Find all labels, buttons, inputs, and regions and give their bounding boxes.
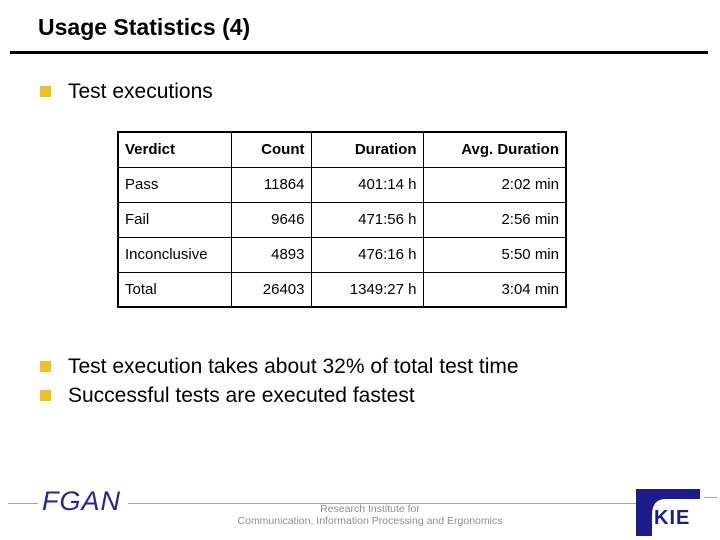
- bullet-text: Test execution takes about 32% of total …: [68, 355, 519, 378]
- cell-verdict: Pass: [117, 166, 232, 203]
- bullet-text: Test executions: [68, 80, 213, 103]
- table-header-row: Verdict Count Duration Avg. Duration: [117, 131, 567, 168]
- cell-verdict: Total: [117, 271, 232, 308]
- header-count: Count: [230, 131, 312, 168]
- bullet-square-icon: [40, 361, 51, 372]
- cell-count: 11864: [230, 166, 312, 203]
- institute-line-2: Communication, Information Processing an…: [237, 514, 503, 527]
- footer-divider-right: [704, 497, 717, 498]
- cell-avg-duration: 5:50 min: [422, 236, 567, 273]
- fgan-logo: FGAN: [42, 486, 122, 516]
- table-row: Pass 11864 401:14 h 2:02 min: [117, 166, 567, 203]
- fkie-f-shape: [636, 489, 700, 536]
- cell-count: 9646: [230, 201, 312, 238]
- bullet-item-conclusion-2: Successful tests are executed fastest: [40, 384, 415, 408]
- cell-verdict: Fail: [117, 201, 232, 238]
- cell-avg-duration: 2:56 min: [422, 201, 567, 238]
- header-duration: Duration: [310, 131, 424, 168]
- table-row: Inconclusive 4893 476:16 h 5:50 min: [117, 236, 567, 273]
- header-verdict: Verdict: [117, 131, 232, 168]
- bullet-text: Successful tests are executed fastest: [68, 384, 415, 407]
- usage-statistics-table: Verdict Count Duration Avg. Duration Pas…: [117, 131, 567, 308]
- title-rule: [10, 51, 708, 54]
- cell-count: 26403: [230, 271, 312, 308]
- cell-duration: 401:14 h: [310, 166, 424, 203]
- bullet-item-test-executions: Test executions: [40, 80, 213, 104]
- bullet-square-icon: [40, 390, 51, 401]
- table-row: Fail 9646 471:56 h 2:56 min: [117, 201, 567, 238]
- slide-title: Usage Statistics (4): [38, 14, 251, 40]
- cell-duration: 471:56 h: [310, 201, 424, 238]
- cell-count: 4893: [230, 236, 312, 273]
- footer-divider-left: [8, 503, 38, 504]
- cell-duration: 1349:27 h: [310, 271, 424, 308]
- bullet-square-icon: [40, 86, 51, 97]
- table-row: Total 26403 1349:27 h 3:04 min: [117, 271, 567, 308]
- cell-avg-duration: 3:04 min: [422, 271, 567, 308]
- cell-duration: 476:16 h: [310, 236, 424, 273]
- bullet-item-conclusion-1: Test execution takes about 32% of total …: [40, 355, 519, 379]
- fkie-logo-icon: KIE: [636, 489, 700, 536]
- header-avg-duration: Avg. Duration: [422, 131, 567, 168]
- fkie-logo-text: KIE: [654, 507, 690, 529]
- institute-line-1: Research Institute for: [320, 503, 420, 515]
- cell-verdict: Inconclusive: [117, 236, 232, 273]
- footer-institute-text: Research Institute for Communication, In…: [170, 503, 570, 527]
- footer-divider-mid: [128, 503, 638, 504]
- cell-avg-duration: 2:02 min: [422, 166, 567, 203]
